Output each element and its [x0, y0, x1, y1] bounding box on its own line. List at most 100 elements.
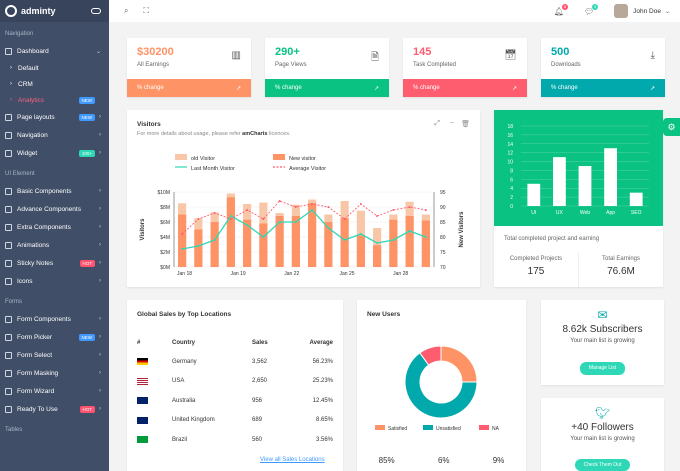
series-point: [294, 206, 297, 208]
sidebar-item-basic-components[interactable]: Basic Components ›: [0, 182, 109, 200]
x-tick-label: Web: [580, 210, 590, 216]
series-point: [213, 212, 216, 214]
chevron-right-icon: ›: [99, 132, 101, 138]
search-icon[interactable]: ⌕: [124, 6, 129, 15]
section-navigation: Navigation: [5, 31, 34, 37]
sidebar-item-label: Form Select: [17, 351, 53, 359]
sidebar-item-default[interactable]: › Default: [0, 60, 109, 76]
bar: [527, 183, 541, 206]
sidebar-item-advance-components[interactable]: Advance Components ›: [0, 200, 109, 218]
project-bar-chart: 0 2 4 6 8 10 12 14 16 18 UI UX Web App SEO: [494, 110, 663, 226]
y-tick-label: $0M: [160, 265, 170, 271]
sidebar-item-widget[interactable]: Widget 100+ ›: [0, 144, 109, 162]
card-title: New Users: [367, 311, 401, 318]
sidebar-item-sticky-notes[interactable]: Sticky Notes HOT ›: [0, 254, 109, 272]
bar: [629, 192, 643, 206]
sidebar-item-ready-to-use[interactable]: Ready To Use HOT ›: [0, 400, 109, 418]
fullscreen-icon[interactable]: ⛶: [143, 6, 150, 15]
flag-icon: [137, 358, 148, 366]
minimize-icon[interactable]: −: [449, 120, 454, 127]
bar-chart-icon: ▥: [231, 50, 241, 61]
chevron-right-icon: ›: [99, 242, 101, 248]
user-name[interactable]: John Doe: [633, 7, 661, 15]
sidebar: adminty Navigation Dashboard ⌄ › Default…: [0, 0, 109, 471]
chevron-right-icon: ›: [10, 96, 12, 103]
sidebar-item-form-picker[interactable]: Form Picker NEW ›: [0, 328, 109, 346]
check-them-out-button[interactable]: Check Them Out: [575, 459, 630, 471]
average-cell: 25.23%: [312, 378, 333, 385]
sidebar-item-form-wizard[interactable]: Form Wizard ›: [0, 382, 109, 400]
series-point: [376, 242, 379, 244]
table-row: Australia 956 12.45%: [137, 391, 333, 411]
menu-icon: [5, 315, 12, 323]
stat-change: % change: [275, 85, 302, 91]
sidebar-item-icons[interactable]: Icons ›: [0, 272, 109, 290]
sidebar-item-form-select[interactable]: Form Select ›: [0, 346, 109, 364]
followers-value: +40 Followers: [571, 422, 634, 433]
series-point: [408, 230, 411, 232]
visitors-card: Visitors For more details about usage, p…: [127, 110, 480, 287]
series-point: [311, 203, 314, 205]
topbar: ⌕ ⛶ 🔔︎ 5 💬︎ 3 John Doe ⌄: [109, 0, 680, 22]
chevron-right-icon: ›: [99, 352, 101, 358]
chevron-right-icon: ›: [99, 278, 101, 284]
sidebar-item-label: Ready To Use: [17, 405, 58, 413]
sidebar-item-label: Basic Components: [17, 187, 72, 195]
manage-list-button[interactable]: Manage List: [580, 362, 625, 375]
series-point: [359, 203, 362, 205]
y2-axis-label: New Visitors: [459, 211, 465, 248]
legend-swatch: [479, 425, 489, 430]
sidebar-item-form-components[interactable]: Form Components ›: [0, 310, 109, 328]
sidebar-item-animations[interactable]: Animations ›: [0, 236, 109, 254]
sidebar-item-crm[interactable]: › CRM: [0, 76, 109, 92]
logo-icon: [5, 5, 17, 17]
avatar[interactable]: [614, 4, 629, 18]
message-count: 3: [592, 3, 599, 10]
sidebar-item-label: Navigation: [17, 131, 48, 139]
bell-icon[interactable]: 🔔︎ 5: [553, 3, 568, 16]
bar-new-visitor: [405, 216, 414, 267]
donut-slice: [419, 345, 442, 366]
y-tick-label: $6M: [160, 220, 170, 226]
sidebar-item-analytics[interactable]: › Analytics NEW: [0, 92, 109, 108]
sidebar-item-form-masking[interactable]: Form Masking ›: [0, 364, 109, 382]
menu-icon: [5, 259, 12, 267]
settings-gear-icon[interactable]: ⚙: [663, 118, 680, 136]
new-users-donut: Satisfied Unsatisfied NA: [375, 345, 500, 432]
trend-up-icon: ↗: [373, 85, 379, 92]
expand-icon[interactable]: ⤢: [434, 120, 440, 127]
sidebar-item-dashboard[interactable]: Dashboard ⌄: [0, 42, 109, 60]
menu-icon: [5, 113, 12, 121]
section-tables: Tables: [5, 427, 23, 433]
series-point: [392, 239, 395, 241]
country-cell: Germany: [172, 358, 197, 365]
legend-swatch: [175, 154, 187, 160]
view-all-sales-link[interactable]: View all Sales Locations: [260, 457, 325, 463]
chat-icon[interactable]: 💬︎ 3: [583, 3, 599, 16]
menu-toggle-icon[interactable]: [91, 8, 101, 14]
sidebar-item-extra-components[interactable]: Extra Components ›: [0, 218, 109, 236]
col-header: Sales: [252, 340, 268, 346]
completed-projects-label: Completed Projects: [509, 256, 563, 262]
sidebar-item-page-layouts[interactable]: Page layouts NEW ›: [0, 108, 109, 126]
sidebar-item-label: Advance Components: [17, 205, 81, 213]
sales-cell: 2,650: [252, 378, 268, 385]
sidebar-item-label: Form Masking: [17, 369, 59, 377]
stat-change-bar: % change ↗: [403, 79, 527, 97]
y-tick-label: 14: [507, 142, 513, 148]
stat-card: 145 Task Completed 📅︎ % change ↗: [403, 38, 527, 97]
sidebar-item-navigation[interactable]: Navigation ›: [0, 126, 109, 144]
y-axis-label: Visitors: [140, 218, 146, 241]
stat-change-bar: % change ↗: [265, 79, 389, 97]
trash-icon[interactable]: 🗑︎: [461, 121, 470, 128]
series-point: [343, 218, 346, 220]
badge: HOT: [79, 259, 95, 267]
chevron-down-icon[interactable]: ⌄: [664, 8, 670, 15]
amcharts-link[interactable]: amCharts: [242, 131, 268, 137]
series-point: [229, 218, 232, 220]
chevron-right-icon: ›: [99, 334, 101, 340]
x-tick-label: Jan 25: [340, 271, 355, 277]
series-point: [327, 227, 330, 229]
average-cell: 56.23%: [312, 358, 333, 365]
stat-value: 500: [551, 46, 570, 58]
